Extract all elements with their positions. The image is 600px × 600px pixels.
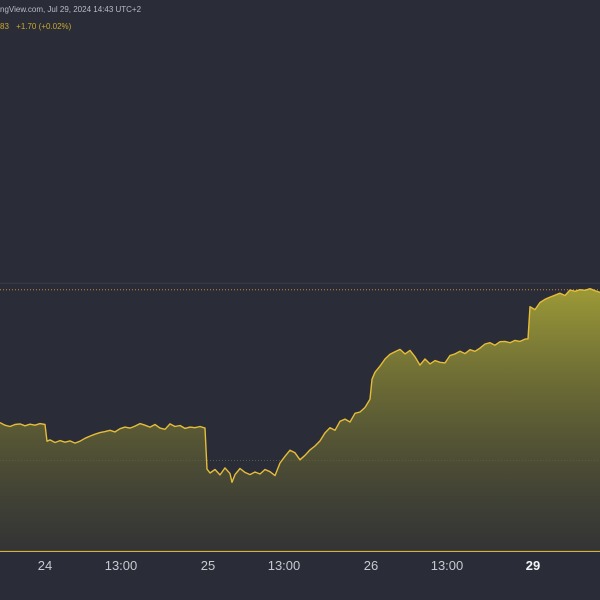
price-change: +1.70 (+0.02%) xyxy=(16,22,72,31)
x-tick-label-6: 29 xyxy=(526,558,540,573)
x-axis-band xyxy=(0,552,600,600)
price-fragment: 83 xyxy=(0,22,9,31)
chart-source-timestamp: ngView.com, Jul 29, 2024 14:43 UTC+2 xyxy=(0,5,142,14)
x-axis-ticks: 24 13:00 25 13:00 26 13:00 29 xyxy=(38,558,540,573)
price-line xyxy=(0,288,600,483)
x-tick-label-3: 13:00 xyxy=(268,558,301,573)
x-tick-label-1: 13:00 xyxy=(105,558,138,573)
x-tick-label-2: 25 xyxy=(201,558,215,573)
x-tick-label-5: 13:00 xyxy=(431,558,464,573)
price-area-fill xyxy=(0,288,600,551)
x-tick-label-0: 24 xyxy=(38,558,52,573)
x-tick-label-4: 26 xyxy=(364,558,378,573)
price-change-quote: 83 +1.70 (+0.02%) xyxy=(0,22,76,34)
